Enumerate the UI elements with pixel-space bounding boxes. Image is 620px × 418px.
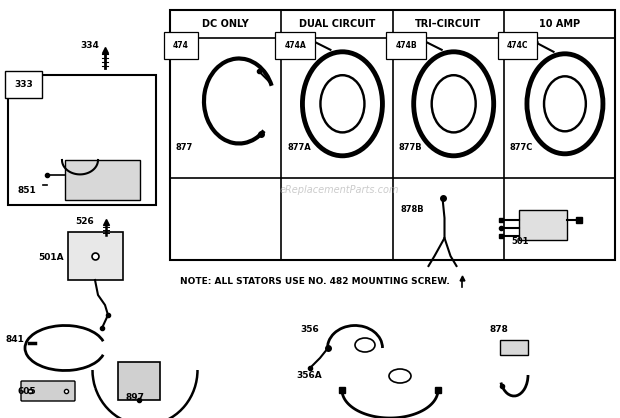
Text: 474A: 474A [284, 41, 306, 50]
Text: 526: 526 [75, 217, 94, 227]
Text: 877A: 877A [287, 143, 311, 153]
Bar [65, 160, 140, 200]
Text: 333: 333 [14, 80, 33, 89]
Text: NOTE: ALL STATORS USE NO. 482 MOUNTING SCREW.: NOTE: ALL STATORS USE NO. 482 MOUNTING S… [180, 278, 450, 286]
FancyBboxPatch shape [21, 381, 75, 401]
Text: TRI–CIRCUIT: TRI–CIRCUIT [415, 19, 481, 29]
Text: DC ONLY: DC ONLY [202, 19, 249, 29]
Text: 877C: 877C [510, 143, 533, 153]
Text: eReplacementParts.com: eReplacementParts.com [280, 185, 399, 195]
Text: DUAL CIRCUIT: DUAL CIRCUIT [299, 19, 375, 29]
Text: 605: 605 [18, 387, 37, 397]
Bar [500, 340, 528, 355]
Text: 897: 897 [125, 393, 144, 403]
Text: 877B: 877B [399, 143, 422, 153]
Text: 356A: 356A [296, 370, 322, 380]
Bar [170, 10, 615, 260]
Bar [68, 232, 123, 280]
Bar [519, 210, 567, 240]
Bar [8, 75, 156, 205]
Text: 501A: 501A [38, 252, 64, 262]
Text: 878: 878 [490, 326, 509, 334]
Text: 474: 474 [173, 41, 189, 50]
Text: 877: 877 [176, 143, 193, 153]
Text: 10 AMP: 10 AMP [539, 19, 580, 29]
Text: 334: 334 [80, 41, 99, 49]
Text: 474B: 474B [396, 41, 417, 50]
Text: 878B: 878B [401, 204, 424, 214]
Text: 474C: 474C [507, 41, 528, 50]
Text: 851: 851 [18, 186, 37, 195]
Bar [118, 362, 160, 400]
Text: 501: 501 [512, 237, 529, 247]
Text: 841: 841 [5, 336, 24, 344]
Text: 356: 356 [300, 326, 319, 334]
